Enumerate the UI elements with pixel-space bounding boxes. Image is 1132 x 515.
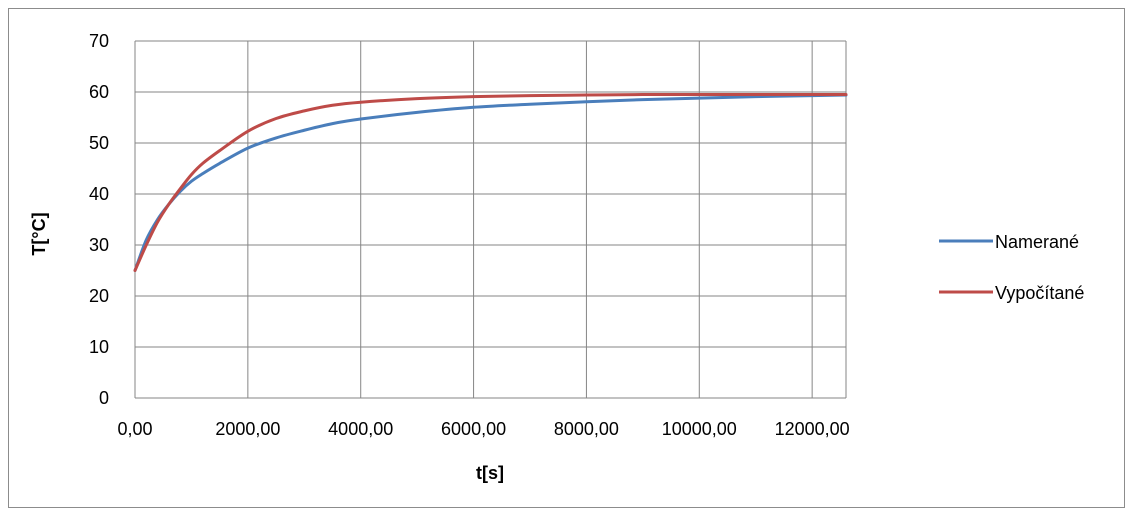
y-tick-label: 0 xyxy=(99,388,109,408)
y-tick-label: 50 xyxy=(89,133,109,153)
gridlines xyxy=(134,40,847,399)
legend-label-vypocitane: Vypočítané xyxy=(995,283,1084,303)
series-line-nameranie xyxy=(133,93,848,272)
y-axis-title: T[°C] xyxy=(29,212,49,255)
y-axis-ticks: 0 10 20 30 40 50 60 70 xyxy=(89,31,109,408)
line-chart: 0 10 20 30 40 50 60 70 0,00 2000,00 4000,00 6000,0… xyxy=(29,31,1084,483)
x-tick-label: 12000,00 xyxy=(775,419,850,439)
x-tick-label: 8000,00 xyxy=(554,419,619,439)
y-tick-label: 70 xyxy=(89,31,109,51)
series-line-vypocitane xyxy=(133,93,848,272)
y-tick-label: 20 xyxy=(89,286,109,306)
x-tick-label: 4000,00 xyxy=(328,419,393,439)
y-tick-label: 40 xyxy=(89,184,109,204)
x-tick-label: 10000,00 xyxy=(662,419,737,439)
x-tick-label: 0,00 xyxy=(117,419,152,439)
x-axis-ticks: 0,00 2000,00 4000,00 6000,00 8000,00 10000,00… xyxy=(117,419,849,439)
x-tick-label: 6000,00 xyxy=(441,419,506,439)
y-tick-label: 10 xyxy=(89,337,109,357)
legend-label-nameranie: Namerané xyxy=(995,232,1079,252)
x-axis-title: t[s] xyxy=(476,463,504,483)
y-tick-label: 60 xyxy=(89,82,109,102)
y-tick-label: 30 xyxy=(89,235,109,255)
series-lines xyxy=(133,93,848,272)
chart-frame: 0 10 20 30 40 50 60 70 0,00 2000,00 4000,00 6000,0… xyxy=(8,8,1125,508)
legend: Namerané Vypočítané xyxy=(939,232,1084,303)
x-tick-label: 2000,00 xyxy=(215,419,280,439)
